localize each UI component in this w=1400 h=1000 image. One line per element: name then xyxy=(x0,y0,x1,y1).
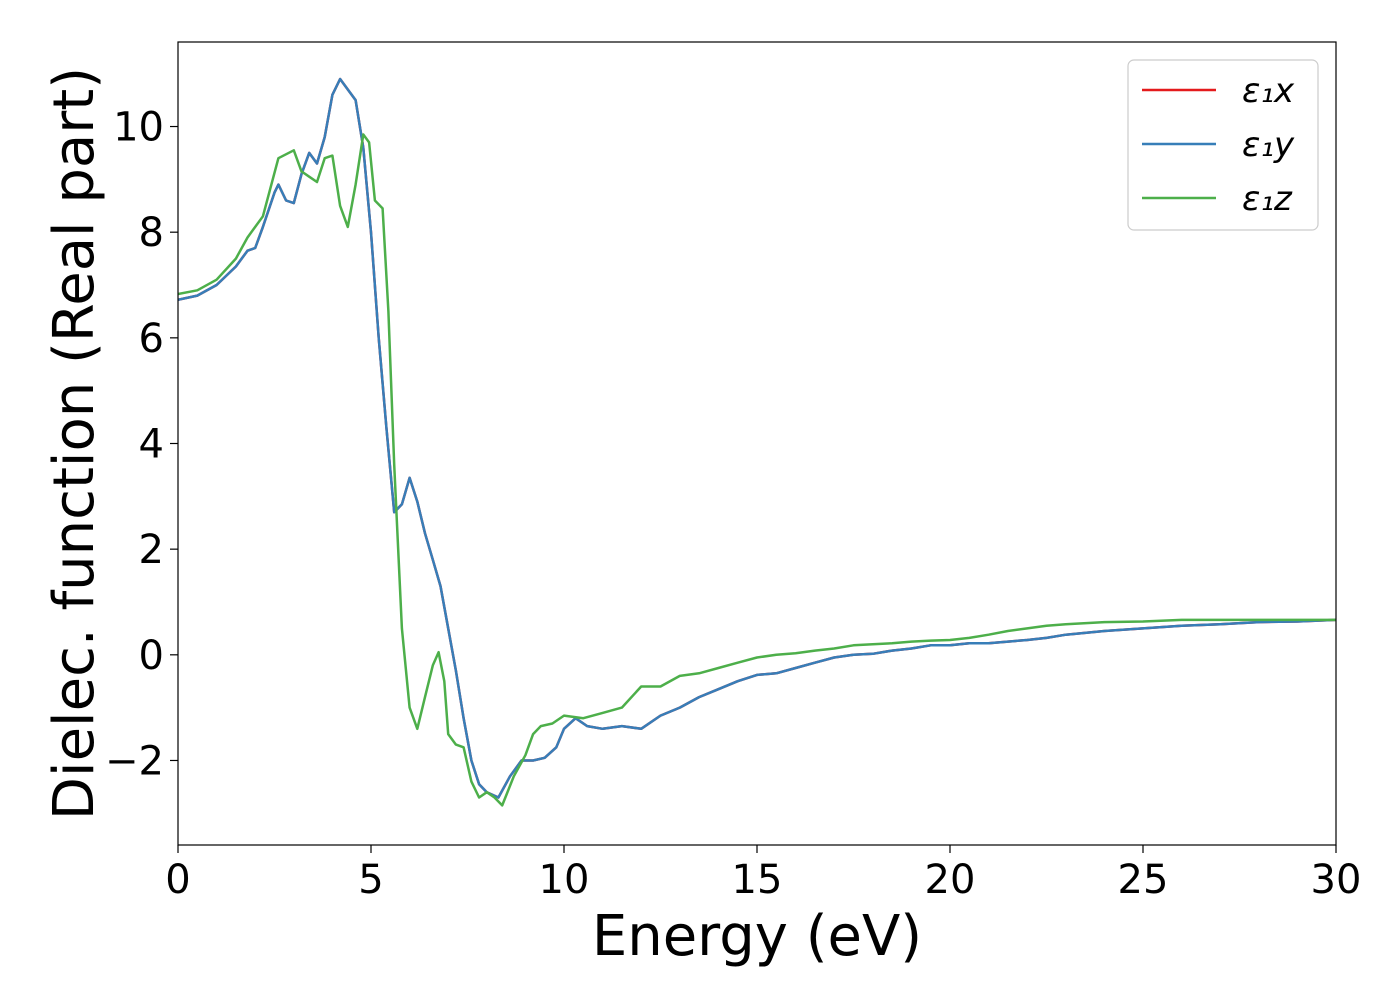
x-tick-label: 25 xyxy=(1118,857,1169,903)
y-tick-label: 2 xyxy=(139,527,164,573)
series-line-2 xyxy=(178,133,1336,807)
y-tick-label: 8 xyxy=(139,210,164,256)
x-tick-label: 0 xyxy=(165,857,190,903)
legend-label-0: ε₁x xyxy=(1242,71,1295,111)
y-axis: −2 0 2 4 6 8 10 xyxy=(105,105,178,784)
legend-label-2: ε₁z xyxy=(1242,179,1293,219)
x-axis-label: Energy (eV) xyxy=(592,904,922,969)
x-tick-label: 5 xyxy=(358,857,383,903)
y-tick-label: 0 xyxy=(139,633,164,679)
y-axis-label: Dielec. function (Real part) xyxy=(42,67,107,820)
y-tick-label: 4 xyxy=(139,422,164,468)
x-tick-label: 15 xyxy=(732,857,783,903)
legend-label-1: ε₁y xyxy=(1242,125,1295,165)
x-tick-label: 30 xyxy=(1311,857,1362,903)
x-tick-label: 20 xyxy=(925,857,976,903)
legend-box xyxy=(1127,59,1319,231)
series-layer xyxy=(178,77,1336,807)
legend: ε₁x ε₁y ε₁z xyxy=(1127,59,1319,231)
y-tick-label: 10 xyxy=(113,105,164,151)
x-axis: 0 5 10 15 20 25 30 xyxy=(165,845,1361,903)
y-tick-label: 6 xyxy=(139,316,164,362)
y-tick-label: −2 xyxy=(105,738,164,784)
x-tick-label: 10 xyxy=(539,857,590,903)
